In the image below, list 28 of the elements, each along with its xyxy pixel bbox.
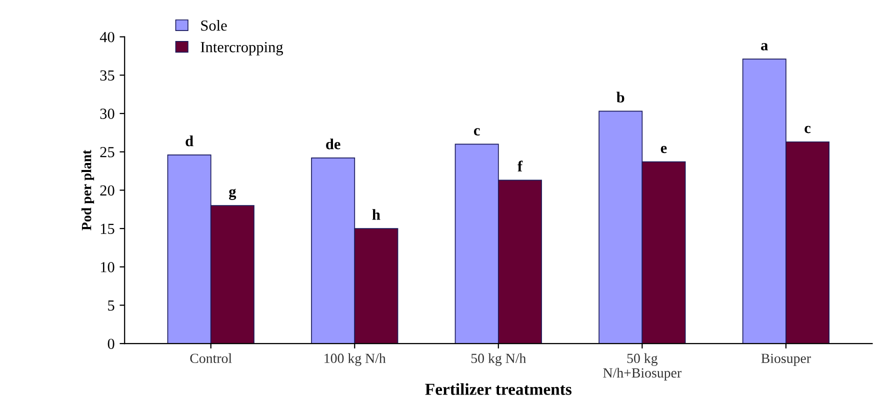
x-tick-label: 100 kg N/h xyxy=(324,353,386,366)
y-tick-label: 30 xyxy=(100,108,114,119)
annotation: de xyxy=(326,138,340,150)
annotation: a xyxy=(761,43,768,50)
x-tick-label: Control xyxy=(190,353,232,364)
x-tick-label: 50 kg N/h xyxy=(471,353,526,366)
y-tick-label: 35 xyxy=(100,70,114,81)
y-tick-label: 25 xyxy=(100,147,114,158)
x-tick-label: 50 kg N/h+Biosuper xyxy=(603,353,682,380)
y-tick-label: 15 xyxy=(100,224,114,234)
x-tick-label: Biosuper xyxy=(761,354,811,366)
annotation: d xyxy=(186,136,194,146)
annotation: f xyxy=(518,160,523,172)
annotation: c xyxy=(474,128,480,136)
y-tick-label: 0 xyxy=(108,338,114,350)
annotation: b xyxy=(616,92,624,103)
legend-label: Intercropping xyxy=(200,42,284,56)
annotation: e xyxy=(660,146,667,154)
annotation: c xyxy=(804,126,811,134)
y-tick-label: 40 xyxy=(100,32,114,42)
y-tick-label: 10 xyxy=(100,262,114,272)
x-axis-title: Fertilizer treatments xyxy=(425,383,572,395)
legend-label: Sole xyxy=(201,20,227,31)
annotation: h xyxy=(372,209,380,220)
annotation: g xyxy=(229,188,236,200)
y-tick-label: 20 xyxy=(100,185,114,196)
y-tick-label: 5 xyxy=(108,300,114,311)
y-axis-title: Pod per plant xyxy=(81,150,94,230)
